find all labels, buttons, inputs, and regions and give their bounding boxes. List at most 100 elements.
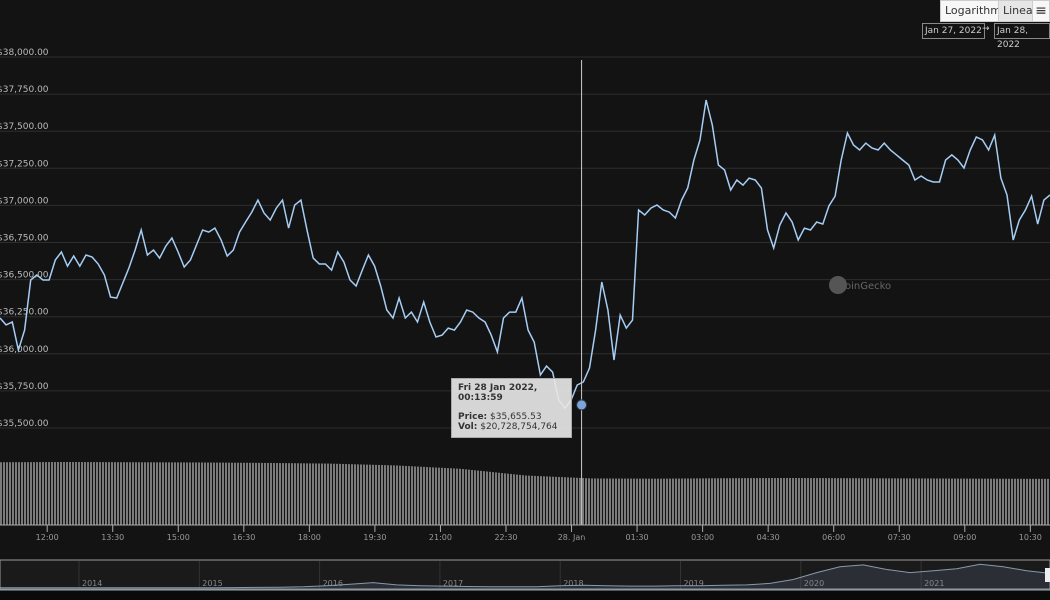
volume-bar (705, 478, 707, 525)
volume-bar (789, 477, 791, 525)
volume-bar (369, 464, 371, 525)
volume-bar (696, 478, 698, 525)
hamburger-menu-icon[interactable]: ≡ (1032, 0, 1050, 22)
volume-bar (570, 477, 572, 525)
range-from-input[interactable]: Jan 27, 2022 (922, 23, 985, 39)
volume-bar (468, 469, 470, 525)
volume-bar (966, 478, 968, 525)
volume-bar (1026, 478, 1028, 525)
volume-bar (117, 462, 119, 525)
volume-bar (444, 467, 446, 525)
volume-bar (54, 462, 56, 525)
volume-bar (588, 478, 590, 525)
volume-bar (243, 462, 245, 525)
volume-bar (183, 462, 185, 525)
volume-bar (984, 478, 986, 525)
volume-bar (735, 478, 737, 525)
volume-bar (996, 478, 998, 525)
volume-bar (891, 478, 893, 525)
volume-bar (1032, 478, 1034, 525)
volume-bar (135, 462, 137, 525)
volume-bar (573, 477, 575, 525)
volume-bar (702, 478, 704, 525)
volume-bar (564, 477, 566, 525)
volume-bar (711, 478, 713, 525)
volume-bar (1041, 478, 1043, 525)
volume-bar (768, 478, 770, 525)
volume-bar (3, 462, 5, 525)
y-tick-label: $37,250.00 (0, 159, 49, 169)
volume-bar (270, 462, 272, 525)
volume-bar (168, 462, 170, 525)
tooltip-vol-label: Vol: (458, 422, 478, 432)
x-tick-label: 04:30 (757, 533, 780, 542)
volume-bar (192, 462, 194, 525)
volume-bar (870, 478, 872, 525)
volume-bar (897, 478, 899, 525)
volume-bar (375, 464, 377, 525)
volume-bar (960, 478, 962, 525)
volume-bar (129, 462, 131, 525)
volume-bar (138, 462, 140, 525)
volume-bar (372, 464, 374, 525)
volume-bar (582, 478, 584, 525)
volume-bar (180, 462, 182, 525)
volume-bar (855, 478, 857, 525)
tooltip-price-label: Price: (458, 412, 488, 422)
volume-bar (324, 463, 326, 525)
volume-bar (357, 464, 359, 525)
volume-bar (141, 462, 143, 525)
volume-bar (114, 462, 116, 525)
volume-bar (798, 478, 800, 525)
volume-bar (717, 478, 719, 525)
volume-bar (402, 465, 404, 525)
navigator-series: 2014 2015 2016 2017 2018 2019 2020 2021 (0, 561, 1050, 590)
volume-bar (462, 469, 464, 525)
volume-bar (99, 462, 101, 525)
x-tick-label: 03:00 (691, 533, 714, 542)
volume-bar (879, 478, 881, 525)
volume-bar (882, 478, 884, 525)
volume-bar (972, 478, 974, 525)
volume-bar (303, 463, 305, 525)
volume-bar (918, 478, 920, 525)
volume-bar (342, 463, 344, 525)
volume-bar (75, 462, 77, 525)
volume-bar (729, 478, 731, 525)
volume-bar (279, 463, 281, 525)
volume-bar (57, 462, 59, 525)
volume-bar (384, 465, 386, 525)
navigator-handle[interactable] (1045, 568, 1050, 582)
volume-bar (720, 478, 722, 525)
volume-bar (549, 476, 551, 525)
volume-bar (567, 477, 569, 525)
volume-bar (84, 462, 86, 525)
y-tick-label: $37,500.00 (0, 122, 49, 132)
y-tick-label: $35,750.00 (0, 382, 49, 392)
range-to-input[interactable]: Jan 28, 2022 (994, 23, 1050, 50)
volume-bar (291, 463, 293, 525)
volume-bar (453, 468, 455, 525)
volume-bar (900, 478, 902, 525)
volume-bar (876, 478, 878, 525)
volume-bar (504, 473, 506, 525)
volume-bar (738, 478, 740, 525)
volume-bar (903, 478, 905, 525)
volume-bar (258, 462, 260, 525)
volume-bar (177, 462, 179, 525)
volume-bar (576, 477, 578, 525)
volume-bar (18, 462, 20, 525)
volume-bar (1011, 478, 1013, 525)
volume-bar (51, 462, 53, 525)
volume-bar (48, 462, 50, 525)
scrollbar[interactable] (0, 591, 1050, 600)
volume-bar (408, 466, 410, 525)
x-tick-label: 10:30 (1019, 533, 1042, 542)
volume-bar (348, 464, 350, 525)
navigator[interactable] (0, 559, 1050, 591)
volume-bar (525, 475, 527, 525)
volume-bar (405, 465, 407, 525)
volume-bar (333, 463, 335, 525)
y-tick-label: $36,750.00 (0, 234, 49, 244)
